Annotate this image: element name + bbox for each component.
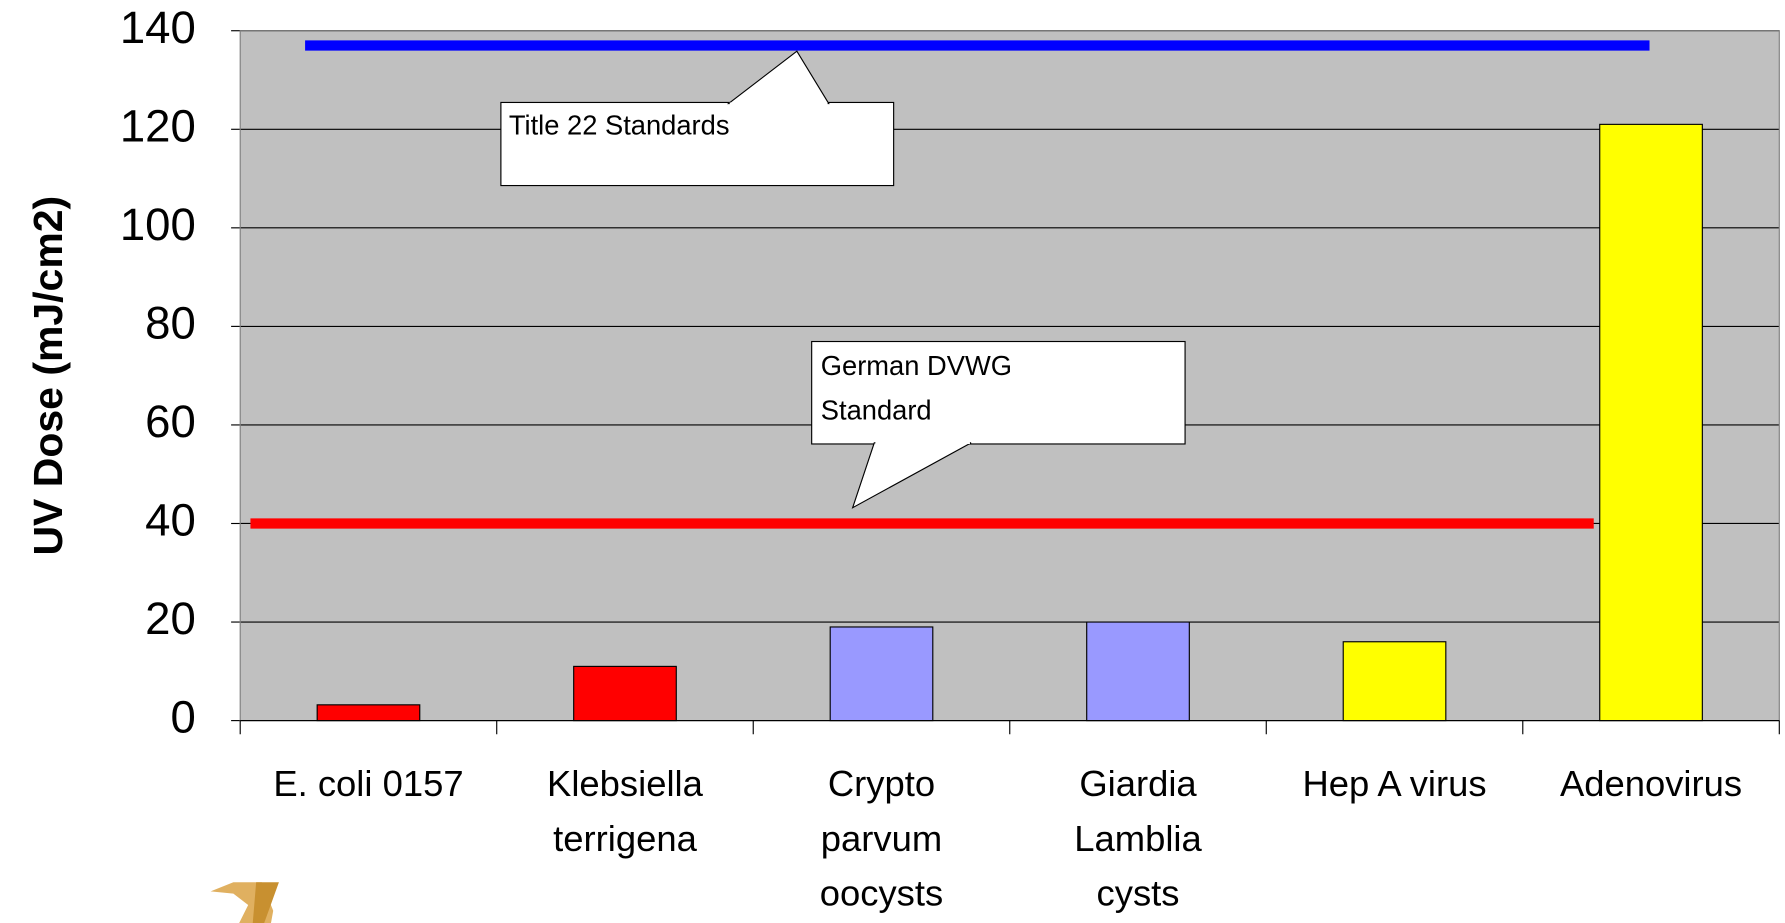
callout-label: Standard [821, 394, 932, 425]
bar [1599, 123, 1703, 722]
x-tick-label: Adenovirus [1560, 763, 1742, 804]
bar [829, 626, 934, 722]
bar [1342, 641, 1447, 722]
bar [573, 665, 677, 722]
y-tick-label: 40 [145, 495, 196, 546]
y-tick-label: 80 [145, 297, 196, 348]
y-tick-label: 60 [145, 396, 196, 447]
x-tick-label: Lamblia [1074, 818, 1202, 859]
x-tick-label: Hep A virus [1302, 763, 1486, 804]
x-tick-label: Giardia [1079, 763, 1197, 804]
x-tick-label: E. coli 0157 [273, 763, 463, 804]
x-tick-label: oocysts [820, 873, 943, 914]
x-tick-label: cysts [1097, 873, 1180, 914]
y-tick-label: 120 [120, 100, 196, 151]
logo [210, 882, 279, 923]
x-tick-label: terrigena [553, 818, 697, 859]
callout-box [500, 101, 895, 187]
bar [316, 704, 421, 722]
y-tick-label: 0 [170, 692, 195, 743]
callout-label: Title 22 Standards [509, 110, 730, 141]
y-axis-label: UV Dose (mJ/cm2) [25, 196, 71, 556]
bar [1086, 621, 1190, 722]
y-tick-label: 20 [145, 593, 196, 644]
y-tick-label: 100 [120, 199, 196, 250]
y-tick-label: 140 [120, 2, 196, 53]
callout-box [811, 340, 1186, 445]
callout-label: German DVWG [821, 350, 1012, 381]
x-tick-label: parvum [821, 818, 942, 859]
x-tick-label: Crypto [828, 763, 935, 804]
x-tick-label: Klebsiella [547, 763, 704, 804]
